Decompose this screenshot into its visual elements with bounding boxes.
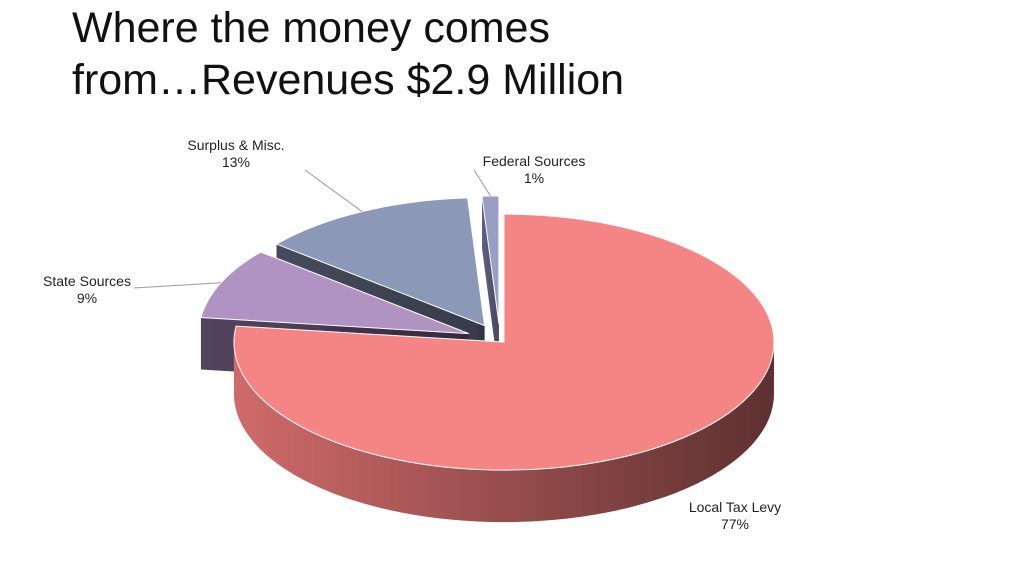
- slice-wall: [233, 342, 774, 523]
- title-line-2: from…Revenues $2.9 Million: [72, 56, 625, 104]
- slice-label: State Sources: [43, 273, 131, 289]
- slice-top: [233, 213, 775, 471]
- title-line-1: Where the money comes: [72, 4, 550, 52]
- slice-percent-label: 77%: [721, 516, 749, 532]
- slice-label: Federal Sources: [483, 153, 586, 169]
- slice-top: [275, 197, 486, 327]
- leader-line: [304, 169, 363, 212]
- pie-slice-local-tax-levy: [233, 213, 775, 523]
- slice-cut-face: [481, 196, 499, 376]
- slice-label: Local Tax Levy: [689, 499, 781, 515]
- leader-line: [473, 169, 491, 197]
- slice-label: Surplus & Misc.: [187, 137, 284, 153]
- slice-percent-label: 13%: [222, 154, 250, 170]
- page-title: Where the money comes from…Revenues $2.9…: [72, 2, 972, 106]
- leader-line: [133, 282, 222, 289]
- slice-percent-label: 1%: [524, 170, 544, 186]
- slice-percent-label: 9%: [77, 290, 97, 306]
